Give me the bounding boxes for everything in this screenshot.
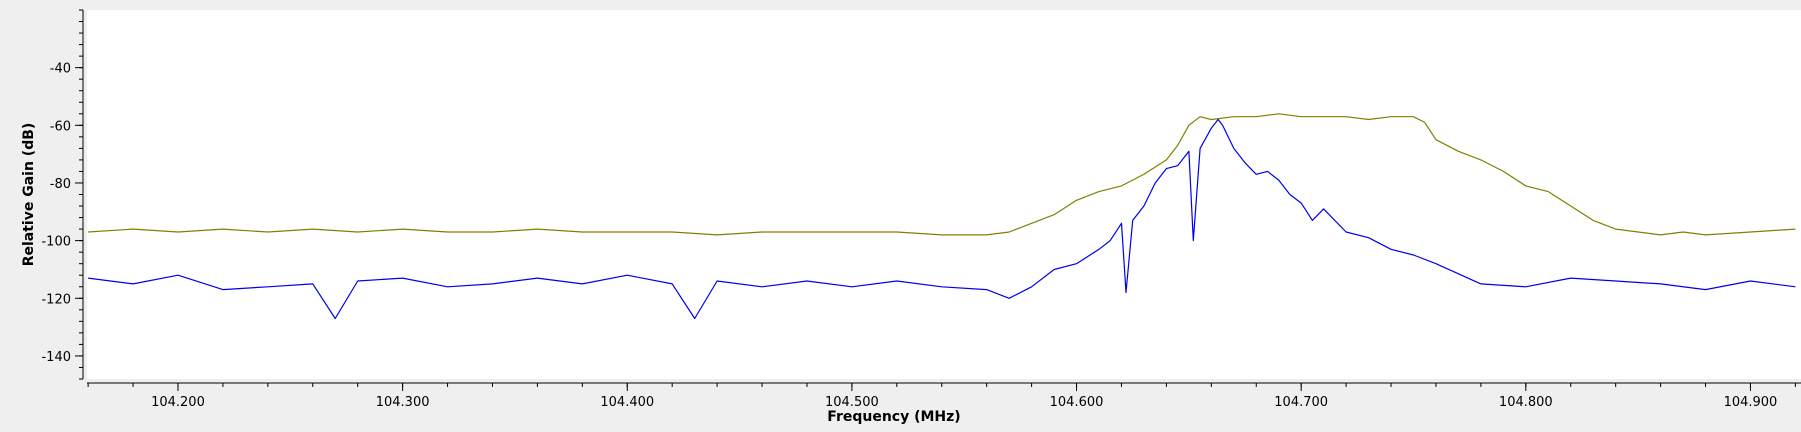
x-tick-label: 104.300 — [376, 395, 430, 410]
y-tick-label: -100 — [41, 235, 71, 250]
y-tick-label: -40 — [50, 62, 71, 77]
y-tick-label: -120 — [41, 292, 71, 307]
series-line-0 — [88, 113, 1796, 236]
y-tick-label: -140 — [41, 350, 71, 365]
x-tick-label: 104.500 — [825, 395, 879, 410]
series-line-1 — [88, 118, 1796, 320]
x-tick-label: 104.700 — [1274, 395, 1328, 410]
y-axis-title: Relative Gain (dB) — [21, 123, 37, 267]
x-axis-title: Frequency (MHz) — [827, 409, 960, 425]
x-tick-label: 104.200 — [151, 395, 205, 410]
x-tick-label: 104.400 — [600, 395, 654, 410]
y-tick-label: -80 — [50, 177, 71, 192]
x-tick-label: 104.900 — [1724, 395, 1778, 410]
x-tick-label: 104.600 — [1050, 395, 1104, 410]
y-tick-label: -60 — [50, 119, 71, 134]
plot-area[interactable] — [87, 10, 1801, 379]
x-tick-label: 104.800 — [1499, 395, 1553, 410]
